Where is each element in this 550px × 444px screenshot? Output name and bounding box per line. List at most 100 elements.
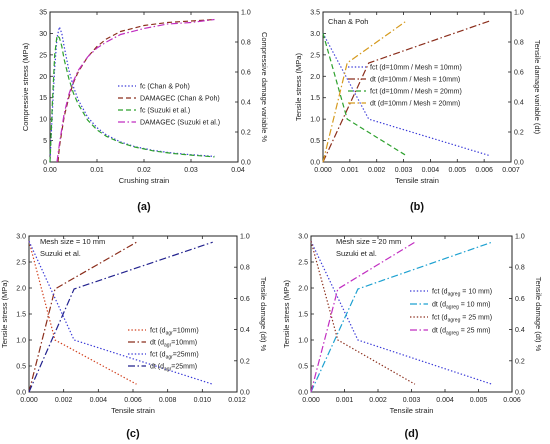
x-tick-label: 0.003 (395, 167, 413, 174)
x-axis-title: Crushing strain (119, 176, 169, 185)
x-tick-label: 0.000 (314, 167, 332, 174)
y-tick-label: 0.0 (16, 390, 26, 397)
y2-tick-label: 1.0 (240, 234, 250, 241)
series-line-4 (322, 20, 407, 163)
series-line-4 (56, 18, 215, 163)
y-tick-label: 0.5 (298, 364, 308, 371)
y2-tick-label: 0.0 (515, 390, 525, 397)
x-tick-label: 0.006 (124, 397, 142, 404)
series-line-2 (310, 241, 493, 393)
x-tick-label: 0.003 (403, 397, 421, 404)
y-tick-label: 2.0 (298, 286, 308, 293)
x-axis-title: Tensile strain (390, 406, 434, 415)
x-tick-label: 0.000 (302, 397, 320, 404)
y-tick-label: 15 (39, 95, 47, 102)
annotation: Chan & Poh (328, 17, 368, 26)
y-tick-label: 2.5 (310, 52, 320, 59)
x-tick-label: 0.04 (231, 167, 245, 174)
y-tick-label: 1.0 (310, 117, 320, 124)
legend-label: fct (dagr=10mm) (150, 328, 199, 337)
legend-label: dt (dagreg = 25 mm) (432, 328, 491, 337)
y-tick-label: 3.0 (310, 31, 320, 38)
y2-tick-label: 0.2 (515, 358, 525, 365)
series-line-1 (310, 240, 493, 385)
x-tick-label: 0.006 (503, 397, 521, 404)
x-tick-label: 0.00 (43, 167, 57, 174)
legend-label: DAMAGEC (Suzuki et al.) (140, 120, 220, 127)
y-tick-label: 35 (39, 10, 47, 17)
y2-tick-label: 0.6 (514, 70, 524, 77)
x-tick-label: 0.012 (228, 397, 246, 404)
legend-label: dt (dagreg = 10 mm) (432, 302, 491, 311)
series-line-2 (28, 241, 137, 393)
series-line-3 (310, 241, 416, 385)
x-tick-label: 0.005 (470, 397, 488, 404)
annotation: Suzuki et al. (40, 249, 81, 258)
x-tick-label: 0.007 (502, 167, 520, 174)
annotation: Mesh size = 20 mm (336, 237, 401, 246)
legend-label: fc (Suzuki et al.) (140, 108, 190, 115)
legend-label: fct (dagreg = 25 mm) (432, 315, 492, 324)
y2-tick-label: 0.0 (514, 160, 524, 167)
x-tick-label: 0.02 (137, 167, 151, 174)
y2-tick-label: 0.6 (241, 70, 251, 77)
x-tick-label: 0.01 (90, 167, 104, 174)
chart-panel-2: 0.000 0.001 0.002 0.003 0.004 0.005 0.006 0.007… (294, 10, 542, 214)
y2-tick-label: 0.2 (514, 130, 524, 137)
y2-tick-label: 1.0 (515, 234, 525, 241)
y-tick-label: 1.0 (16, 338, 26, 345)
y-axis-title: Tensile stress (MPa) (0, 280, 9, 348)
series-line-3 (49, 34, 215, 163)
x-tick-label: 0.000 (20, 397, 38, 404)
x-tick-label: 0.008 (159, 397, 177, 404)
y-tick-label: 0.5 (310, 138, 320, 145)
series-line-2 (322, 20, 490, 163)
y-tick-label: 3.0 (16, 234, 26, 241)
y2-axis-title: Tensile damage (dt) % (534, 277, 543, 352)
panel-label: (a) (137, 201, 151, 213)
y2-tick-label: 0.4 (240, 327, 250, 334)
x-tick-label: 0.006 (475, 167, 493, 174)
legend-label: fct (d=10mm / Mesh = 10mm) (370, 65, 462, 72)
y2-tick-label: 0.8 (241, 40, 251, 47)
y-tick-label: 1.0 (298, 338, 308, 345)
y-tick-label: 0 (43, 160, 47, 167)
x-tick-label: 0.010 (194, 397, 212, 404)
legend-label: fct (d=10mm / Mesh = 20mm) (370, 89, 462, 96)
y2-tick-label: 0.8 (515, 265, 525, 272)
y2-tick-label: 1.0 (241, 10, 251, 17)
y-tick-label: 0.5 (16, 364, 26, 371)
plot-frame (28, 235, 238, 393)
y-tick-label: 1.5 (310, 95, 320, 102)
y-tick-label: 0.0 (298, 390, 308, 397)
x-axis-title: Tensile strain (395, 176, 439, 185)
y-axis-title: Tensile stress (MPa) (294, 53, 303, 121)
x-tick-label: 0.004 (422, 167, 440, 174)
y-tick-label: 3.0 (298, 234, 308, 241)
y2-tick-label: 0.0 (240, 390, 250, 397)
y2-axis-title: Compressive damage variable % (260, 32, 269, 142)
annotation: Mesh size = 10 mm (40, 237, 105, 246)
chart-panel-4: 0.000 0.001 0.002 0.003 0.004 0.005 0.0060.00.… (282, 234, 543, 441)
legend-label: dt (d=10mm / Mesh = 20mm) (370, 101, 460, 108)
x-tick-label: 0.002 (368, 167, 386, 174)
legend-label: fct (dagreg = 10 mm) (432, 289, 492, 298)
series-line-1 (322, 33, 490, 157)
x-tick-label: 0.004 (436, 397, 454, 404)
y-tick-label: 25 (39, 52, 47, 59)
y-axis-title: Compressive stress (MPa) (21, 42, 30, 131)
x-tick-label: 0.001 (341, 167, 359, 174)
legend-label: fc (Chan & Poh) (140, 84, 190, 91)
series-line-2 (57, 18, 215, 163)
y-tick-label: 1.5 (298, 312, 308, 319)
y2-tick-label: 0.0 (241, 160, 251, 167)
y-tick-label: 10 (39, 117, 47, 124)
y-tick-label: 20 (39, 74, 47, 81)
panel-label: (c) (126, 428, 140, 440)
legend-label: dt (dagr=10mm) (150, 340, 197, 349)
y-tick-label: 5 (43, 138, 47, 145)
x-axis-title: Tensile strain (111, 406, 155, 415)
x-tick-label: 0.002 (55, 397, 73, 404)
legend-label: dt (d=10mm / Mesh = 10mm) (370, 77, 460, 84)
y2-tick-label: 0.4 (241, 100, 251, 107)
